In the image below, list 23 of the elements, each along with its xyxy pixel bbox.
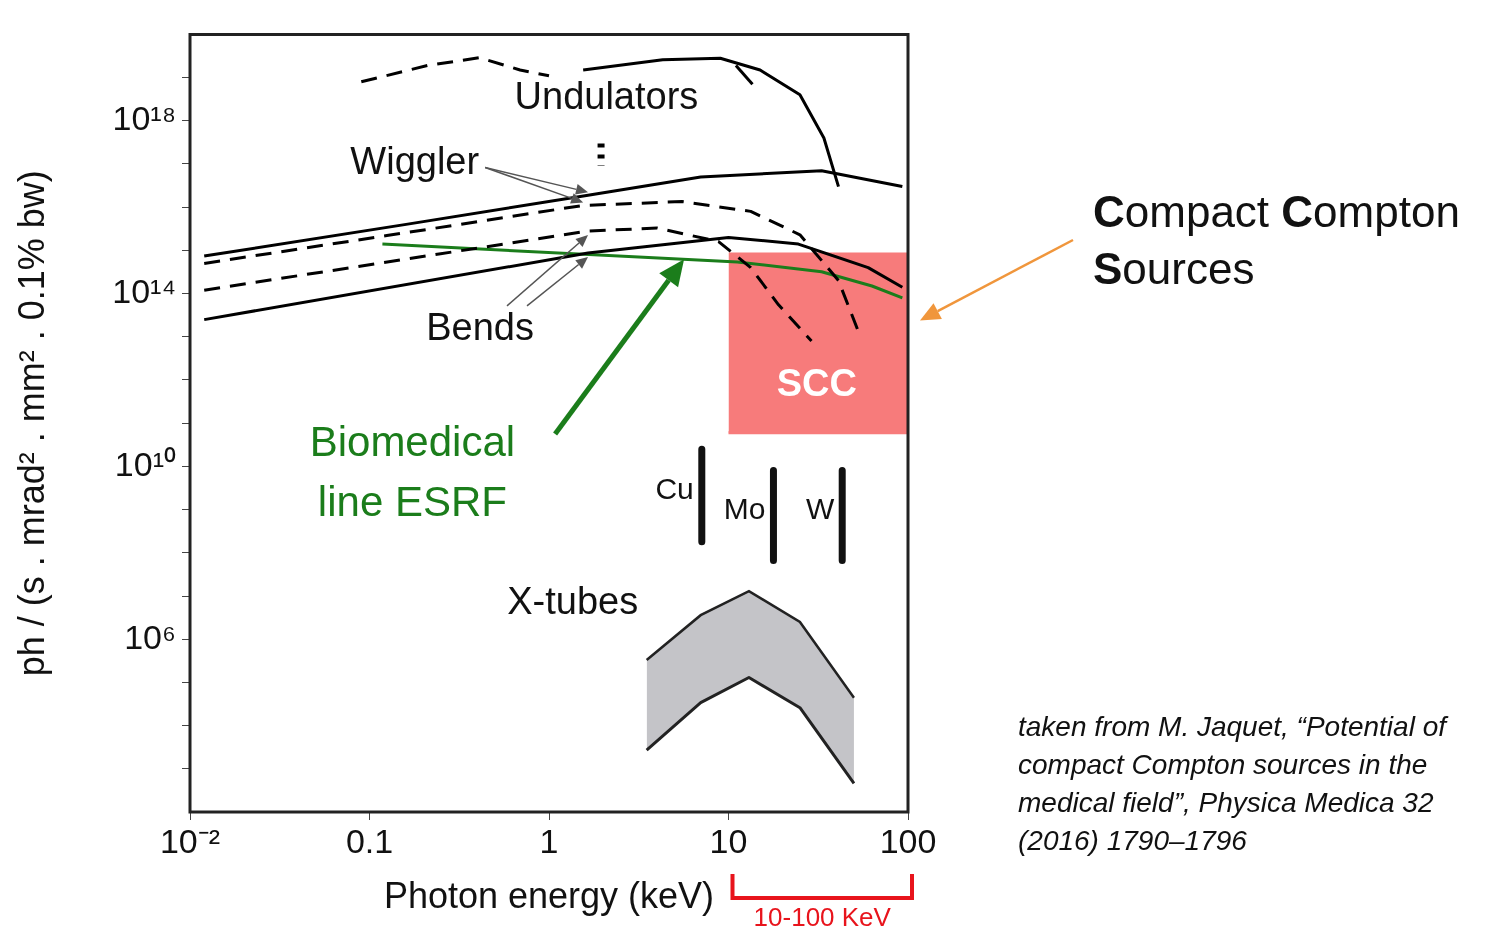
series-label: Mo [723,492,766,526]
series-label: W [805,492,835,526]
text: 10-100 KeV [753,902,892,933]
annotation: Wiggler [350,139,480,182]
x-tick-label: 100 [879,821,937,860]
x-tick-label: 10 [709,821,748,860]
y-tick-label: 10⁶ [124,617,176,656]
y-tick-label: 10¹⁴ [112,271,176,310]
text: taken from M. Jaquet, “Potential of compact Compton sources in the medical field”, Physica Medica 32 (2016) 1790–1796 [1018,710,1450,858]
x-axis-title: Photon energy (keV) [383,875,715,917]
annotation: SCC [776,361,857,404]
series-label: Cu [655,472,694,506]
annotation: X-tubes [507,580,639,623]
text: Biomedical line ESRF [309,417,516,525]
x-tick-label: 1 [539,821,559,860]
annotation: Bends [426,306,534,349]
x-tick-label: 0.1 [345,821,394,860]
annotation: Undulators [514,75,699,118]
y-tick-label: 10¹⁰ [114,444,176,483]
y-axis-title: ph / (s . mrad² . mm² . 0.1% bw) [10,170,52,677]
text: Compact Compton Sources [1093,187,1460,293]
y-tick-label: 10¹⁸ [112,99,176,138]
x-tick-label: 10⁻² [159,821,221,860]
